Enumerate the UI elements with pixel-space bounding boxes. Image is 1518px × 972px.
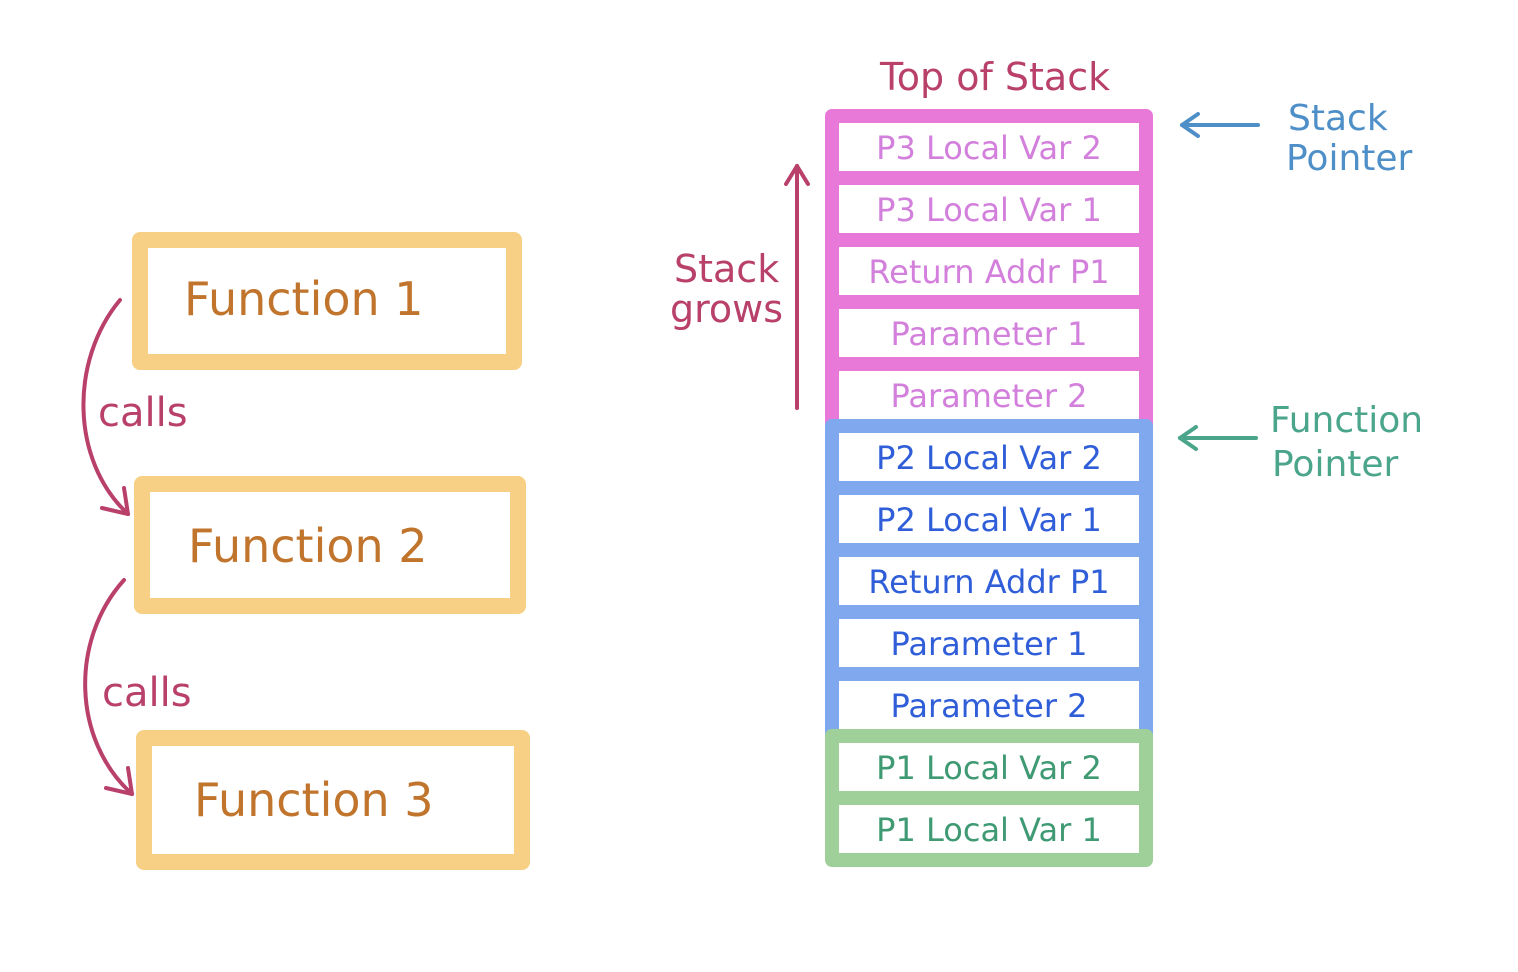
- calls-label-1: calls: [98, 390, 188, 436]
- stack-cell-label: Parameter 2: [890, 687, 1087, 725]
- stack-cell-label: P2 Local Var 2: [876, 439, 1102, 477]
- function-1-box: Function 1: [132, 232, 522, 370]
- stack-cell: Parameter 2: [825, 667, 1153, 743]
- function-3-label: Function 3: [194, 773, 434, 827]
- function-3-box: Function 3: [136, 730, 530, 870]
- stack-pointer-label-line-2: Pointer: [1286, 138, 1413, 179]
- stack-cell-border: [825, 791, 1153, 867]
- function-1-label: Function 1: [184, 272, 424, 326]
- stack-grows-label-line-2: grows: [670, 287, 783, 331]
- function-pointer-label-line-2: Pointer: [1272, 444, 1399, 485]
- stack-cell-label: P2 Local Var 1: [876, 501, 1102, 539]
- stack-cell: P2 Local Var 2: [825, 419, 1153, 495]
- calls-label-2: calls: [102, 670, 192, 716]
- stack-cell-label: Return Addr P1: [868, 253, 1109, 291]
- stack-cell: Parameter 2: [825, 357, 1153, 433]
- stack-grows-label-line-1: Stack: [674, 247, 779, 291]
- stack-cell: Parameter 1: [825, 605, 1153, 681]
- stack-cell: P3 Local Var 2: [825, 109, 1153, 185]
- stack-cell-label: Parameter 2: [890, 377, 1087, 415]
- stack-cell-label: P3 Local Var 1: [876, 191, 1102, 229]
- calls-arrow-1: [81, 298, 130, 516]
- calls-arrow-2: [83, 578, 134, 796]
- stack-cell-label: P1 Local Var 1: [876, 811, 1102, 849]
- stack-cell-label: P3 Local Var 2: [876, 129, 1102, 167]
- stack-cell-label: Parameter 1: [890, 315, 1087, 353]
- stack-pointer-arrow: [1180, 112, 1260, 138]
- stack-cell: Parameter 1: [825, 295, 1153, 371]
- stack-cell-label: Parameter 1: [890, 625, 1087, 663]
- stack-column: P3 Local Var 2 P3 Local Var 1 Return Addr …: [825, 109, 1153, 867]
- function-2-label: Function 2: [188, 519, 428, 573]
- function-2-box: Function 2: [134, 476, 526, 614]
- stack-grows-arrow: [784, 164, 810, 410]
- stack-cell: P1 Local Var 1: [825, 791, 1153, 867]
- stack-pointer-label-line-1: Stack: [1288, 98, 1388, 139]
- top-of-stack-label: Top of Stack: [879, 55, 1110, 99]
- stack-cell: P3 Local Var 1: [825, 171, 1153, 247]
- function-pointer-label-line-1: Function: [1270, 400, 1423, 441]
- stack-cell: P1 Local Var 2: [825, 729, 1153, 805]
- stack-cell-label: Return Addr P1: [868, 563, 1109, 601]
- function-pointer-arrow: [1178, 425, 1258, 451]
- stack-cell: Return Addr P1: [825, 233, 1153, 309]
- stack-cell-label: P1 Local Var 2: [876, 749, 1102, 787]
- stack-cell: Return Addr P1: [825, 543, 1153, 619]
- stack-cell: P2 Local Var 1: [825, 481, 1153, 557]
